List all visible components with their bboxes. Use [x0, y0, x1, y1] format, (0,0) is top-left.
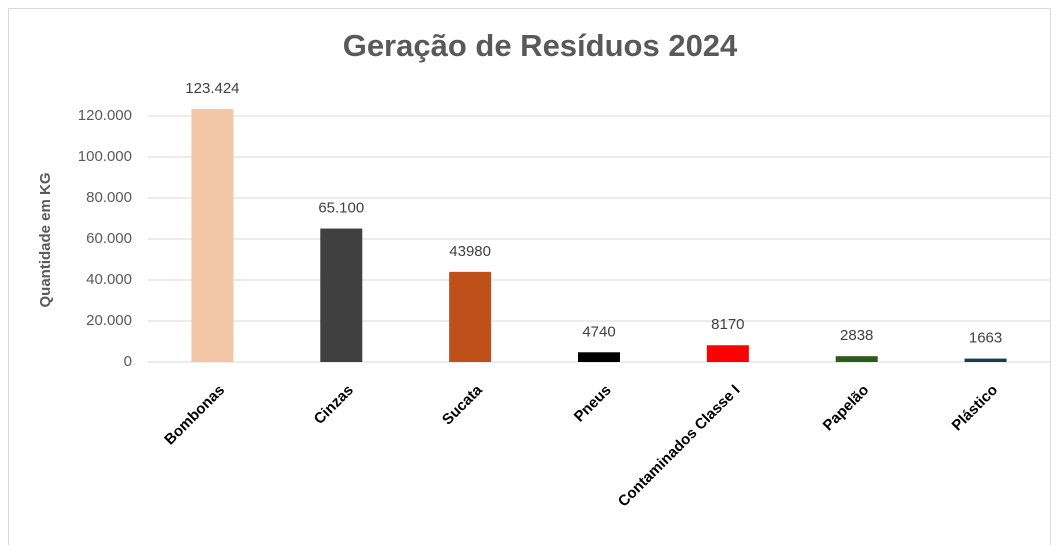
- y-tick-label: 40.000: [86, 271, 132, 288]
- y-tick-label: 60.000: [86, 230, 132, 247]
- y-tick-label: 100.000: [78, 148, 132, 165]
- bar: [191, 108, 234, 362]
- bar: [964, 358, 1007, 362]
- value-label: 123.424: [185, 80, 239, 97]
- bar: [835, 356, 878, 362]
- y-tick-label: 80.000: [86, 189, 132, 206]
- y-tick-label: 120.000: [78, 107, 132, 124]
- value-label: 4740: [582, 323, 615, 340]
- chart-title: Geração de Resíduos 2024: [343, 28, 738, 63]
- bar: [320, 228, 363, 362]
- bar: [449, 271, 492, 362]
- value-label: 1663: [969, 330, 1002, 347]
- value-label: 43980: [449, 243, 491, 260]
- y-tick-label: 20.000: [86, 312, 132, 329]
- bar: [578, 352, 620, 362]
- value-label: 65.100: [318, 200, 364, 217]
- value-label: 8170: [711, 316, 744, 333]
- bar: [706, 345, 749, 362]
- y-tick-label: 0: [124, 353, 132, 370]
- value-label: 2838: [840, 327, 873, 344]
- y-axis-label: Quantidade em KG: [37, 172, 54, 307]
- chart-frame: [8, 8, 1051, 545]
